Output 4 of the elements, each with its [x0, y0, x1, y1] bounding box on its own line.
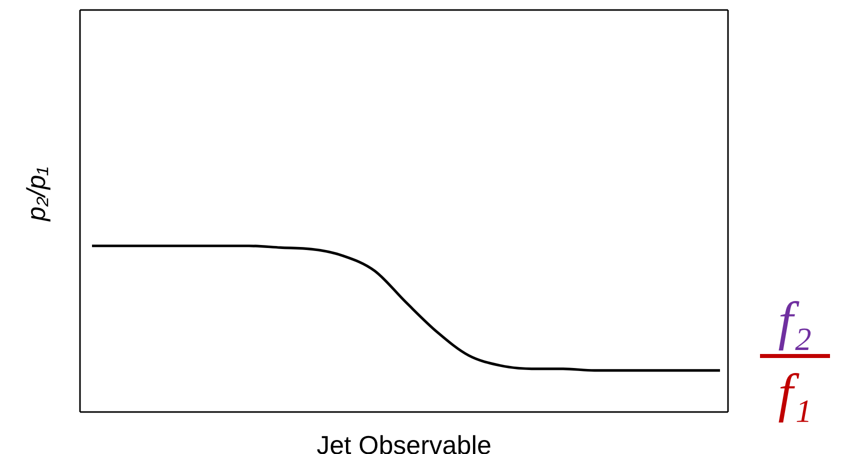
x-axis-title: Jet Observable	[316, 430, 492, 454]
text: f₁	[778, 363, 812, 423]
y-axis-title: p₂/p₁	[21, 166, 52, 222]
text: f₂	[778, 291, 812, 351]
